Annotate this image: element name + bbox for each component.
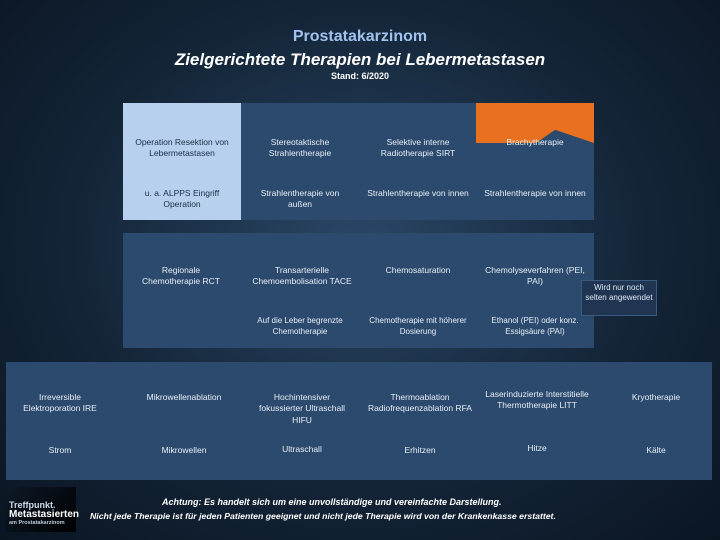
cell-microwave-ablation: Mikrowellenablation (146, 392, 222, 402)
cell-hifu: Hochintensiver fokussierter Ultraschall … (259, 392, 345, 425)
cell-ethanol: Ethanol (PEI) oder konz. Essigsäure (PAI… (491, 316, 579, 336)
footer-warning: Achtung: Es handelt sich um eine unvolls… (162, 497, 502, 507)
cell-alpps: u. a. ALPPS Eingriff Operation (144, 188, 220, 210)
cell-chemolysis: Chemolyseverfahren (PEI, PAI) (485, 265, 585, 287)
cell-rfa: Thermoablation Radiofrequenzablation RFA (368, 392, 472, 414)
logo-line-1: Treffpunkt. (9, 500, 56, 510)
cell-brachytherapy: Brachytherapie (506, 137, 564, 147)
title-line-1: Prostatakarzinom (292, 28, 428, 45)
orange-tri-top (476, 103, 594, 143)
cell-heat: Hitze (527, 443, 547, 453)
footer-disclaimer: Nicht jede Therapie ist für jeden Patien… (90, 511, 556, 521)
cell-heating: Erhitzen (404, 445, 436, 455)
logo-line-2: Metastasierten (9, 509, 80, 521)
cell-rct: Regionale Chemotherapie RCT (142, 265, 220, 287)
cell-internal-radiation-1: Strahlentherapie von innen (367, 188, 469, 198)
cell-tace: Transarterielle Chemoembolisation TACE (252, 265, 352, 287)
ablation-block (6, 362, 712, 480)
cell-sirt: Selektive interne Radiotherapie SIRT (380, 137, 456, 159)
cell-microwaves: Mikrowellen (161, 445, 207, 455)
cell-cryotherapy: Kryotherapie (631, 392, 681, 402)
cell-stereotactic: Stereotaktische Strahlentherapie (268, 137, 332, 159)
cell-chemosaturation: Chemosaturation (385, 265, 451, 275)
cell-cold: Kälte (646, 445, 666, 455)
cell-current: Strom (48, 445, 72, 455)
logo-line-3: am Prostatakarzinom (9, 519, 65, 526)
rarely-used-note: Wird nur noch selten angewendet (581, 280, 657, 316)
chemo-block (123, 233, 594, 348)
date-stamp: Stand: 6/2020 (330, 71, 390, 81)
cell-internal-radiation-2: Strahlentherapie von innen (484, 188, 586, 198)
cell-ultrasound: Ultraschall (282, 444, 322, 454)
cell-ire: Irreversible Elektroporation IRE (23, 392, 97, 414)
cell-liver-chemo: Auf die Leber begrenzte Chemotherapie (257, 316, 343, 336)
surgery-block (123, 103, 241, 220)
cell-external-radiation: Strahlentherapie von außen (260, 188, 340, 210)
title-line-2: Zielgerichtete Therapien bei Lebermetast… (174, 50, 546, 69)
cell-high-dose-chemo: Chemotherapie mit höherer Dosierung (369, 316, 467, 336)
logo: Treffpunkt. Metastasierten am Prostataka… (6, 487, 80, 532)
cell-litt: Laserinduzierte Interstitielle Thermothe… (485, 389, 589, 411)
cell-operation: Operation Resektion von Lebermetastasen (135, 137, 229, 159)
